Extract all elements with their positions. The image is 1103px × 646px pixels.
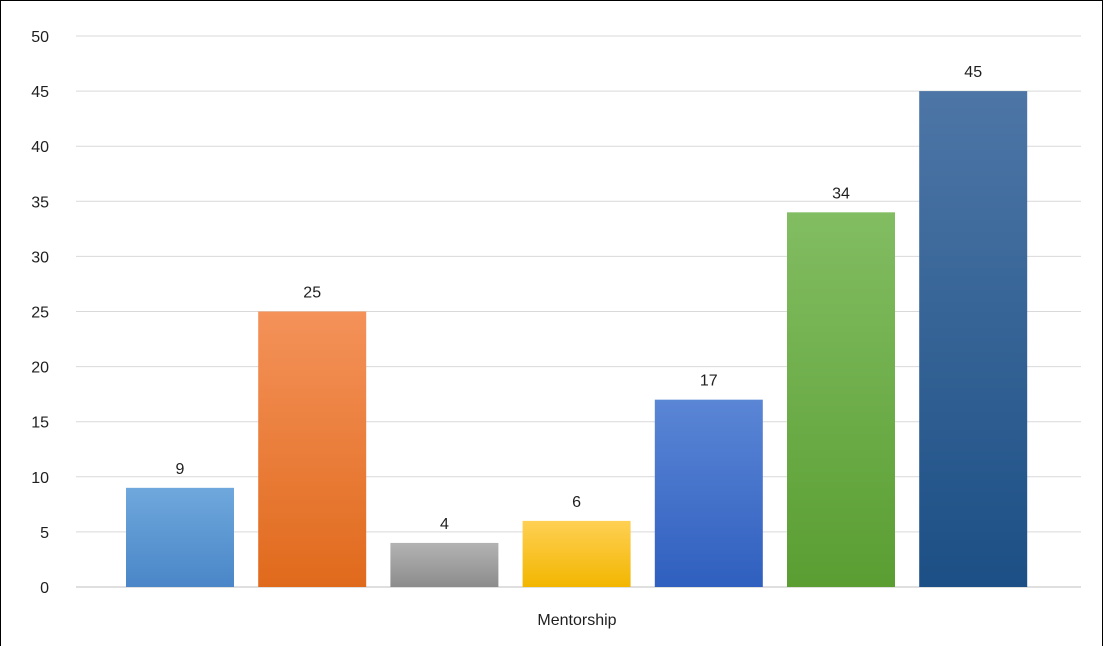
- data-label: 45: [964, 64, 982, 81]
- bars: [126, 91, 1028, 587]
- data-label: 4: [440, 516, 449, 533]
- data-label: 9: [176, 461, 185, 478]
- bar-series-1: [126, 487, 234, 587]
- y-tick-label: 45: [31, 84, 49, 101]
- y-tick-label: 5: [40, 525, 49, 542]
- labels: 0 5 10 15 20 25 30 35 40 45 50 9 25 4 6 17 34 45 Mentorshi…: [31, 29, 982, 629]
- bar-series-2: [258, 311, 367, 587]
- y-tick-label: 20: [31, 360, 49, 377]
- y-tick-label: 10: [31, 470, 49, 487]
- data-label: 25: [303, 285, 321, 302]
- data-label: 34: [832, 185, 850, 202]
- y-tick-label: 30: [31, 249, 49, 266]
- data-label: 17: [700, 373, 718, 390]
- bar-series-7: [919, 91, 1028, 587]
- bar-series-5: [654, 399, 763, 587]
- bar-series-3: [390, 542, 499, 587]
- data-label: 6: [572, 494, 581, 511]
- gridlines: [76, 35, 1081, 588]
- x-category-label: Mentorship: [537, 612, 616, 629]
- y-tick-label: 15: [31, 415, 49, 432]
- y-tick-label: 35: [31, 194, 49, 211]
- bar-series-6: [787, 212, 895, 587]
- y-tick-label: 50: [31, 29, 49, 46]
- bar-series-4: [522, 520, 631, 587]
- y-tick-label: 0: [40, 580, 49, 597]
- y-tick-label: 25: [31, 305, 49, 322]
- y-tick-label: 40: [31, 139, 49, 156]
